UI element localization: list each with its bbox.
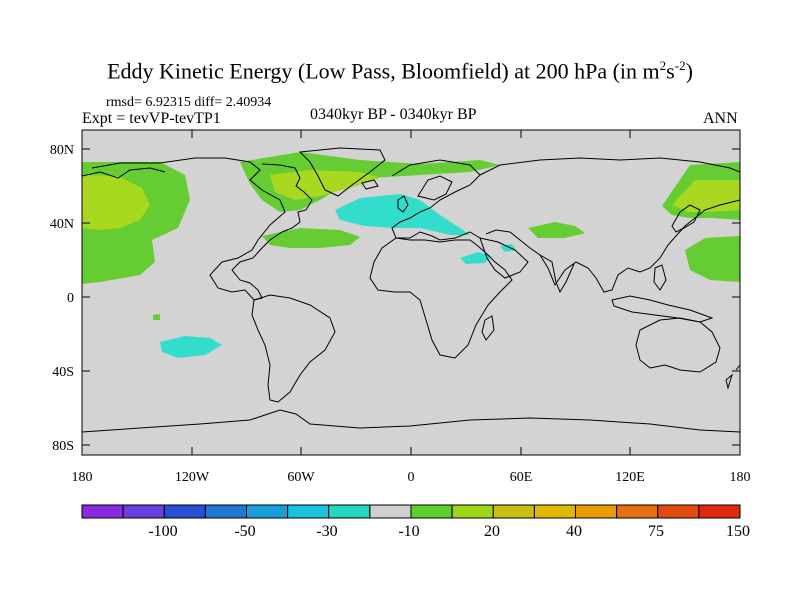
lat-label-0: 0 [67, 291, 74, 306]
lon-label-60w: 60W [287, 470, 315, 485]
coastline-africa [369, 237, 513, 359]
lon-label-120w: 120W [175, 470, 210, 485]
coastline-alaska [82, 167, 166, 179]
coastline-india [539, 254, 575, 294]
title-unit-s: s [666, 58, 675, 84]
period-label: 0340kyr BP - 0340kyr BP [310, 106, 477, 123]
title-text: Eddy Kinetic Energy (Low Pass, Bloomfiel… [107, 58, 660, 84]
latitude-axis [82, 148, 740, 446]
colorbar-label-neg50: -50 [234, 523, 255, 540]
rmsd-label: rmsd= [106, 95, 142, 110]
coastline-arabia [479, 237, 529, 279]
coastline-australia [635, 317, 721, 373]
colorbar-swatch [698, 504, 741, 519]
colorbar-label-40: 40 [566, 523, 582, 540]
lon-label-180e: 180 [730, 470, 751, 485]
lon-label-0: 0 [408, 470, 415, 485]
lat-label-40s: 40S [52, 365, 74, 380]
colorbar-swatch [163, 504, 206, 519]
coastline-philippines [653, 264, 667, 291]
colorbar-swatch [533, 504, 577, 519]
colorbar-swatch [492, 504, 535, 519]
colorbar-label-neg100: -100 [148, 523, 177, 540]
cyan-middle-east [460, 252, 492, 264]
colorbar-label-neg30: -30 [316, 523, 337, 540]
coastline-new-zealand [725, 364, 740, 390]
colorbar-label-20: 20 [484, 523, 500, 540]
colorbar-swatch [451, 504, 494, 519]
coastline-europe [391, 159, 481, 241]
map-field [82, 130, 740, 455]
colorbar-swatch [122, 504, 165, 519]
longitude-labels: 180 120W 60W 0 60E 120E 180 [72, 470, 751, 485]
colorbar-swatch [616, 504, 659, 519]
latitude-labels: 80N 40N 0 40S 80S [50, 143, 74, 454]
lon-label-180w: 180 [72, 470, 93, 485]
cyan-north-atlantic [335, 194, 470, 235]
plot-title: Eddy Kinetic Energy (Low Pass, Bloomfiel… [0, 58, 800, 84]
stats-line: rmsd= 6.92315 diff= 2.40934 [106, 95, 271, 111]
coastline-south-america [251, 294, 336, 403]
lon-label-120e: 120E [615, 470, 645, 485]
colorbar-swatch [246, 504, 289, 519]
green-west-pacific [685, 236, 740, 282]
colorbar-label-150: 150 [726, 523, 750, 540]
anomaly-fills [82, 152, 740, 358]
cyan-middle-east-2 [500, 244, 516, 252]
rmsd-value: 6.92315 [145, 95, 191, 110]
green-subtropical-atlantic [262, 228, 360, 248]
colorbar-label-neg10: -10 [398, 523, 419, 540]
diff-label: diff= [194, 95, 223, 110]
longitude-axis [81, 130, 741, 455]
title-sup-2: 2 [659, 58, 667, 73]
colorbar-swatch [204, 504, 248, 519]
colorbar-swatch [81, 504, 124, 519]
coastline-asia [479, 157, 740, 293]
coastline-greenland [298, 147, 386, 197]
colorbar-swatch [328, 504, 371, 519]
colorbar-swatch [575, 504, 618, 519]
coastline-iceland [361, 179, 379, 190]
colorbar-label-75: 75 [648, 523, 664, 540]
title-end: ) [685, 58, 693, 84]
colorbar-swatch [369, 504, 412, 519]
colorbar-swatch [410, 504, 453, 519]
coastline-antarctica [82, 409, 740, 433]
diff-value: 2.40934 [225, 95, 272, 110]
coastlines [82, 147, 740, 433]
season-label: ANN [703, 110, 738, 127]
colorbar [81, 504, 741, 519]
lat-label-80n: 80N [50, 143, 74, 158]
coastline-japan [671, 204, 701, 233]
coastline-great-britain [397, 195, 409, 213]
title-sup-neg2: -2 [674, 58, 686, 73]
yellowgreen-pacific [82, 175, 150, 230]
cyan-south-pacific [160, 336, 222, 358]
lon-label-60e: 60E [510, 470, 533, 485]
coastline-madagascar [481, 315, 495, 341]
green-south-pacific-dot [153, 314, 160, 320]
green-central-asia [528, 222, 585, 238]
yellowgreen-labrador [270, 170, 380, 200]
coastline-scandinavia [417, 175, 453, 201]
lat-label-40n: 40N [50, 217, 74, 232]
colorbar-swatch [657, 504, 700, 519]
coastline-indonesia [611, 295, 714, 323]
colorbar-labels: -100 -50 -30 -10 20 40 75 150 [148, 523, 750, 540]
lat-label-80s: 80S [52, 439, 74, 454]
experiment-label: Expt = tevVP-tevTP1 [82, 110, 221, 127]
colorbar-swatch [287, 504, 330, 519]
